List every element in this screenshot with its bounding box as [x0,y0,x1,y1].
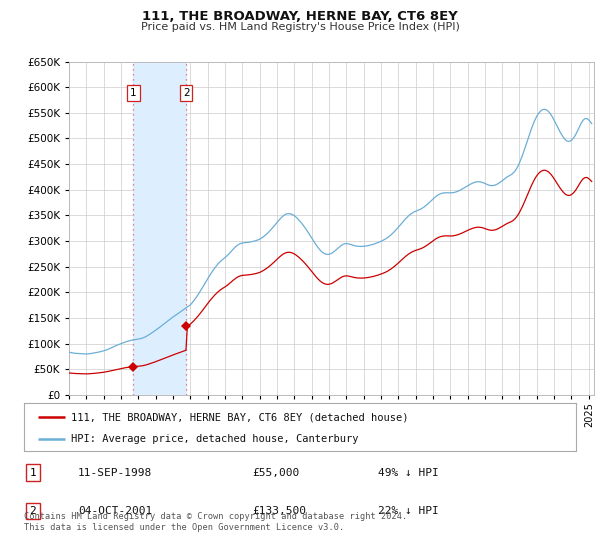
Text: £55,000: £55,000 [252,468,299,478]
Bar [133,62,186,395]
Text: £133,500: £133,500 [252,506,306,516]
Text: Price paid vs. HM Land Registry's House Price Index (HPI): Price paid vs. HM Land Registry's House … [140,22,460,32]
Text: 2: 2 [29,506,37,516]
Text: HPI: Average price, detached house, Canterbury: HPI: Average price, detached house, Cant… [71,434,358,444]
Text: 04-OCT-2001: 04-OCT-2001 [78,506,152,516]
Text: 11-SEP-1998: 11-SEP-1998 [78,468,152,478]
Text: 2: 2 [183,88,190,98]
Text: 22% ↓ HPI: 22% ↓ HPI [378,506,439,516]
Text: 1: 1 [130,88,137,98]
Text: Contains HM Land Registry data © Crown copyright and database right 2024.
This d: Contains HM Land Registry data © Crown c… [24,512,407,532]
Text: 49% ↓ HPI: 49% ↓ HPI [378,468,439,478]
Text: 111, THE BROADWAY, HERNE BAY, CT6 8EY (detached house): 111, THE BROADWAY, HERNE BAY, CT6 8EY (d… [71,413,409,422]
Text: 111, THE BROADWAY, HERNE BAY, CT6 8EY: 111, THE BROADWAY, HERNE BAY, CT6 8EY [142,10,458,23]
Text: 1: 1 [29,468,37,478]
